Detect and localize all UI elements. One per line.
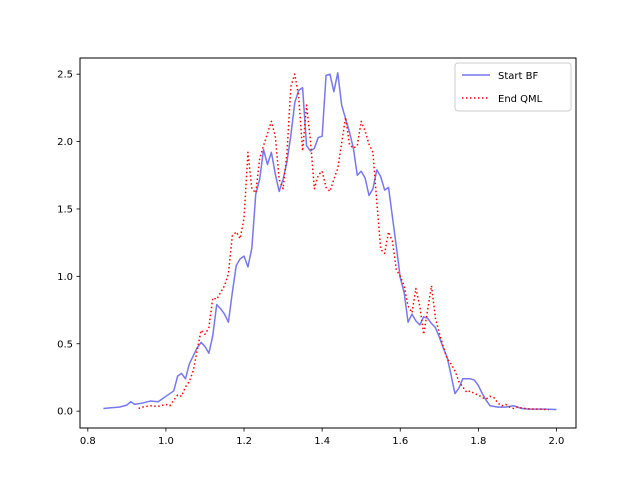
x-tick-label: 1.6 <box>392 436 408 447</box>
x-axis: 0.8 1.0 1.2 1.4 1.6 1.8 2.0 <box>80 428 565 447</box>
y-tick-label: 0.0 <box>57 407 73 418</box>
x-tick-label: 2.0 <box>549 436 565 447</box>
x-tick-label: 1.0 <box>158 436 174 447</box>
series-layer <box>103 72 557 411</box>
series-line-end-qml <box>138 73 549 411</box>
legend-label-start-bf: Start BF <box>498 71 538 82</box>
series-line-start-bf <box>103 72 557 411</box>
legend-label-end-qml: End QML <box>498 94 543 105</box>
x-tick-label: 0.8 <box>80 436 96 447</box>
plot-frame <box>79 57 577 429</box>
y-tick-label: 0.5 <box>57 339 73 350</box>
legend: Start BF End QML <box>454 62 572 112</box>
x-tick-label: 1.2 <box>236 436 252 447</box>
x-tick-label: 1.4 <box>314 436 330 447</box>
y-tick-label: 1.0 <box>57 272 73 283</box>
y-tick-label: 2.5 <box>57 70 73 81</box>
x-tick-label: 1.8 <box>470 436 486 447</box>
y-tick-label: 1.5 <box>57 204 73 215</box>
y-axis: 0.0 0.5 1.0 1.5 2.0 2.5 <box>57 70 80 418</box>
y-tick-label: 2.0 <box>57 137 73 148</box>
